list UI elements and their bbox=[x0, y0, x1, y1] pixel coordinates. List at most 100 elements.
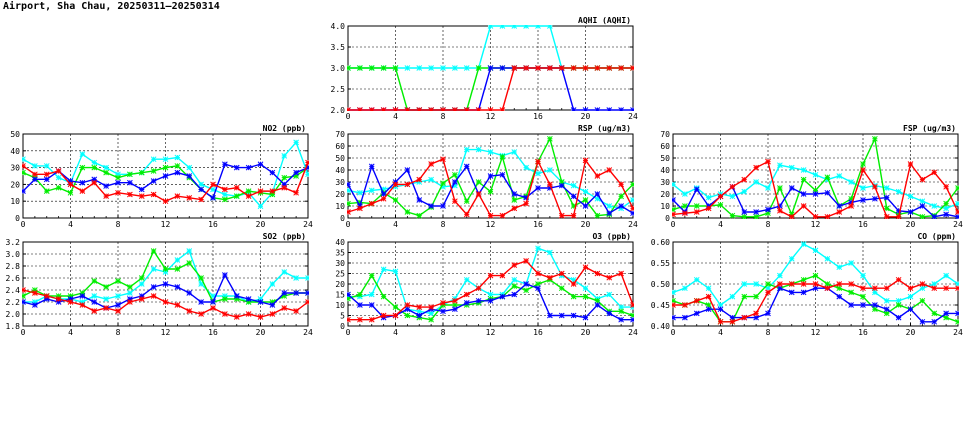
data-point bbox=[499, 272, 506, 279]
data-point bbox=[618, 193, 624, 200]
data-point bbox=[138, 281, 145, 287]
y-tick-label: 2.2 bbox=[6, 298, 21, 307]
data-point bbox=[812, 247, 819, 254]
data-point bbox=[919, 285, 926, 292]
data-point bbox=[428, 176, 434, 183]
data-point bbox=[511, 65, 518, 71]
data-point bbox=[872, 306, 878, 313]
data-point bbox=[368, 163, 375, 170]
data-point bbox=[257, 296, 264, 302]
data-point bbox=[594, 107, 601, 111]
data-point bbox=[103, 296, 109, 302]
data-point bbox=[198, 299, 204, 305]
data-point bbox=[558, 212, 565, 219]
data-point bbox=[186, 308, 193, 314]
data-point bbox=[127, 296, 133, 302]
data-point bbox=[293, 139, 299, 146]
x-tick-label: 12 bbox=[811, 220, 821, 229]
data-point bbox=[848, 195, 854, 202]
data-point bbox=[138, 186, 145, 193]
data-point bbox=[594, 191, 601, 197]
data-point bbox=[582, 197, 589, 203]
y-tick-label: 30 bbox=[660, 178, 670, 187]
data-point bbox=[91, 278, 98, 284]
data-point bbox=[812, 213, 819, 219]
data-point bbox=[487, 25, 494, 29]
data-point bbox=[606, 274, 613, 281]
y-tick-label: 3.2 bbox=[6, 238, 21, 247]
series-group bbox=[22, 139, 309, 210]
data-point bbox=[174, 169, 181, 176]
x-tick-label: 24 bbox=[628, 220, 638, 229]
data-point bbox=[955, 310, 959, 317]
data-point bbox=[800, 289, 807, 296]
data-point bbox=[535, 245, 541, 252]
data-point bbox=[103, 305, 109, 311]
data-point bbox=[753, 281, 759, 287]
data-point bbox=[380, 186, 387, 193]
data-point bbox=[705, 285, 712, 292]
data-point bbox=[463, 163, 470, 170]
data-point bbox=[499, 212, 506, 219]
data-point bbox=[43, 293, 50, 299]
data-point bbox=[511, 197, 518, 203]
data-point bbox=[233, 293, 240, 299]
data-point bbox=[257, 188, 264, 194]
data-point bbox=[824, 285, 831, 292]
data-point bbox=[293, 275, 299, 281]
x-tick-label: 20 bbox=[581, 112, 591, 121]
data-point bbox=[281, 181, 288, 188]
data-point bbox=[404, 306, 411, 313]
data-point bbox=[305, 275, 309, 281]
data-point bbox=[222, 311, 228, 317]
data-point bbox=[705, 306, 712, 313]
data-point bbox=[582, 285, 589, 292]
data-point bbox=[535, 281, 541, 287]
x-tick-label: 20 bbox=[906, 328, 916, 337]
data-point bbox=[943, 310, 949, 317]
data-point bbox=[848, 203, 854, 209]
data-point bbox=[416, 197, 423, 203]
x-tick-label: 16 bbox=[858, 220, 868, 229]
data-point bbox=[174, 163, 181, 169]
data-point bbox=[765, 158, 771, 165]
data-point bbox=[162, 266, 169, 272]
data-point bbox=[693, 186, 700, 193]
y-tick-label: 70 bbox=[660, 130, 670, 139]
data-point bbox=[535, 25, 541, 29]
data-point bbox=[693, 297, 700, 304]
y-tick-label: 50 bbox=[660, 154, 670, 163]
data-point bbox=[347, 181, 351, 188]
data-point bbox=[91, 299, 98, 305]
data-point bbox=[55, 299, 62, 305]
data-point bbox=[293, 169, 299, 176]
data-point bbox=[777, 281, 783, 287]
data-point bbox=[741, 281, 748, 287]
data-point bbox=[186, 248, 193, 254]
data-point bbox=[32, 287, 38, 293]
data-point bbox=[368, 302, 375, 308]
data-point bbox=[931, 203, 938, 209]
data-point bbox=[800, 167, 807, 173]
data-point bbox=[162, 198, 169, 205]
data-point bbox=[872, 285, 878, 292]
data-point bbox=[848, 289, 854, 296]
data-point bbox=[955, 281, 959, 287]
data-point bbox=[777, 203, 783, 209]
data-point bbox=[487, 272, 494, 279]
data-point bbox=[138, 293, 145, 299]
data-point bbox=[872, 195, 878, 202]
data-point bbox=[693, 276, 700, 283]
data-point bbox=[570, 212, 577, 219]
data-point bbox=[428, 310, 434, 317]
data-point bbox=[440, 308, 446, 315]
data-point bbox=[943, 205, 949, 212]
data-point bbox=[765, 310, 771, 317]
data-point bbox=[198, 196, 204, 203]
y-tick-label: 20 bbox=[335, 190, 345, 199]
data-point bbox=[368, 272, 375, 279]
data-point bbox=[860, 285, 866, 292]
data-point bbox=[907, 306, 914, 313]
data-point bbox=[138, 296, 145, 302]
data-point bbox=[558, 179, 565, 185]
